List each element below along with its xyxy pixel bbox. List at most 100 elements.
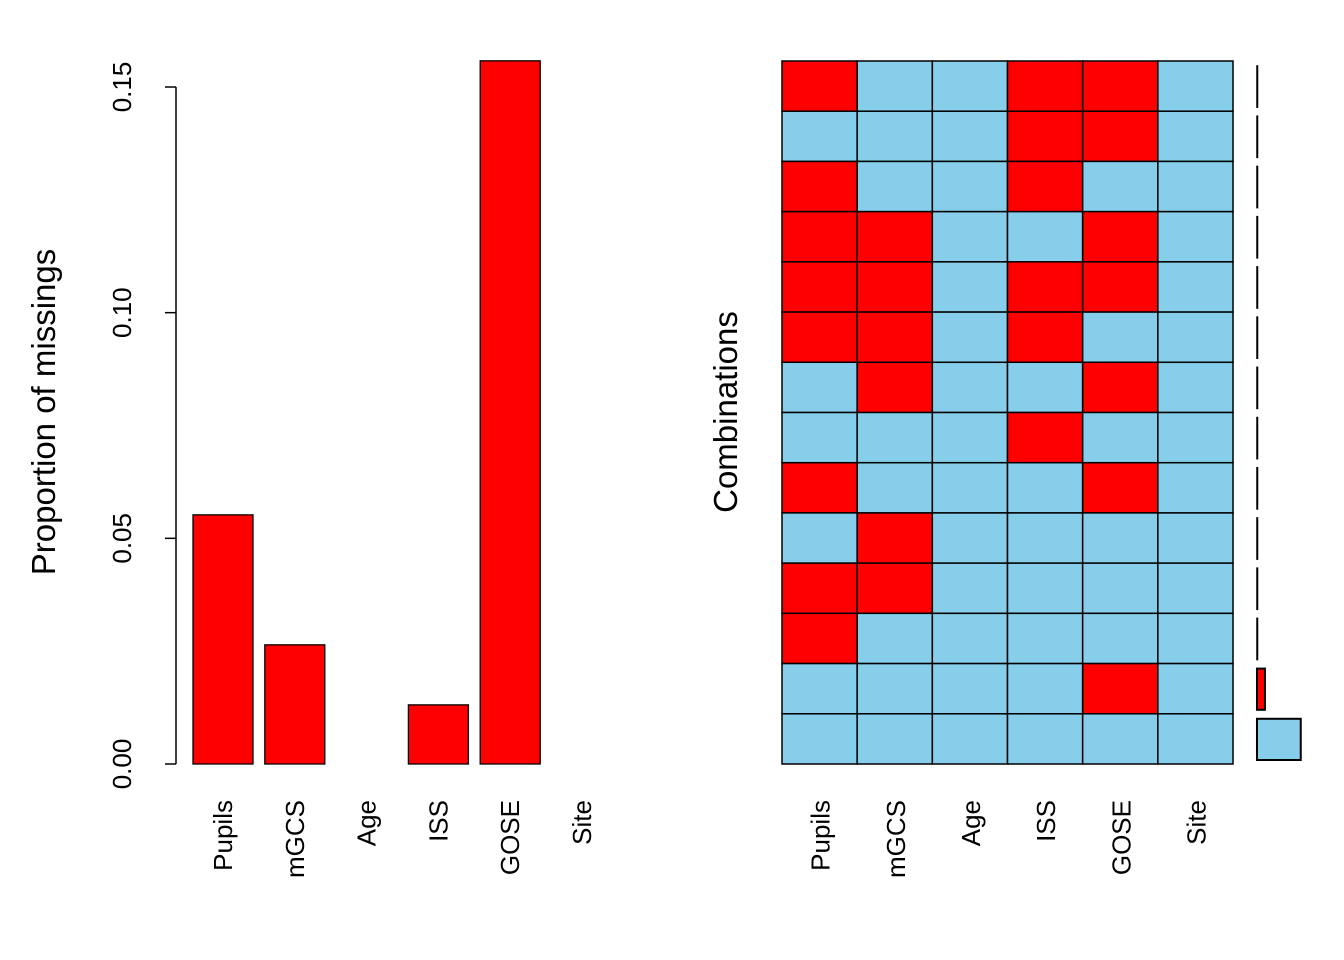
combination-frequency-bar (1256, 366, 1259, 410)
combination-cell (931, 60, 1009, 112)
combination-cell (1006, 562, 1084, 615)
combination-cell (781, 612, 858, 665)
combination-cell (781, 662, 858, 715)
combination-cell (856, 612, 934, 665)
x-tick-label: ISS (423, 800, 453, 842)
combination-cell (781, 60, 858, 112)
combination-cell (1006, 512, 1084, 564)
combination-cell (856, 461, 934, 514)
combination-cell (931, 110, 1009, 163)
combination-frequency-bar (1256, 567, 1259, 611)
combination-cell (931, 361, 1009, 414)
combination-frequency-bar (1256, 466, 1259, 510)
combination-cell (856, 361, 934, 414)
combination-cell (856, 210, 934, 263)
combination-cell (931, 411, 1009, 464)
combination-cell (856, 662, 934, 715)
x-tick-label: Age (352, 800, 382, 846)
combination-cell (1157, 261, 1234, 313)
combination-cell (856, 60, 934, 112)
combination-cell (1006, 662, 1084, 715)
variable-label: GOSE (1106, 800, 1136, 875)
combination-cell (1081, 713, 1159, 765)
combination-cell (1081, 562, 1159, 615)
combination-cell (856, 562, 934, 615)
combination-cell (1081, 60, 1159, 112)
combination-cell (1157, 110, 1234, 163)
combination-cell (856, 713, 934, 765)
combination-cell (856, 110, 934, 163)
bar-mgcs (264, 644, 326, 765)
combination-cell (1006, 160, 1084, 213)
combination-cell (1157, 60, 1234, 112)
combination-cell (781, 311, 858, 364)
combination-cell (931, 160, 1009, 213)
y-axis-label: Proportion of missings (25, 249, 62, 575)
combination-cell (931, 461, 1009, 514)
combination-cell (1006, 261, 1084, 313)
variable-label: mGCS (881, 800, 911, 878)
combination-cell (1006, 361, 1084, 414)
variable-label: Age (956, 800, 986, 846)
x-tick-label: Pupils (208, 800, 238, 871)
combination-cell (781, 461, 858, 514)
combination-cell (856, 311, 934, 364)
y-tick-label: 0.00 (107, 739, 137, 790)
combination-cell (781, 512, 858, 564)
combination-frequency-bar (1256, 215, 1259, 259)
combination-cell (931, 612, 1009, 665)
bar-iss (407, 704, 470, 765)
combination-frequency-bar (1256, 266, 1259, 309)
x-tick-label: mGCS (280, 800, 310, 878)
combination-frequency-bar (1256, 617, 1259, 661)
y-tick-label: 0.15 (107, 62, 137, 113)
combination-cell (1081, 662, 1159, 715)
combination-cell (781, 411, 858, 464)
combination-cell (781, 713, 858, 765)
combination-cell (781, 160, 858, 213)
combination-frequency-bar (1256, 517, 1259, 560)
combination-cell (1081, 512, 1159, 564)
combination-cell (1157, 562, 1234, 615)
combination-cell (1157, 461, 1234, 514)
combination-cell (931, 512, 1009, 564)
combination-frequency-bar (1256, 165, 1259, 209)
x-tick-label: GOSE (495, 800, 525, 875)
combination-cell (1157, 612, 1234, 665)
combination-cell (931, 713, 1009, 765)
combination-cell (856, 261, 934, 313)
variable-label: ISS (1031, 800, 1061, 842)
combination-cell (1157, 311, 1234, 364)
combination-cell (856, 512, 934, 564)
combination-cell (1157, 411, 1234, 464)
combination-cell (1006, 411, 1084, 464)
combination-cell (781, 261, 858, 313)
combination-cell (1157, 160, 1234, 213)
combination-frequency-bar (1256, 65, 1259, 108)
combination-frequency-bar (1256, 667, 1266, 711)
combination-frequency-bar (1256, 416, 1259, 460)
combination-cell (781, 562, 858, 615)
combination-cell (1081, 411, 1159, 464)
combination-cell (1006, 612, 1084, 665)
bar-pupils (192, 514, 254, 765)
missing-proportion-barplot: Proportion of missings 0.00 0.05 0.10 0.15 P… (25, 60, 597, 878)
variable-label: Pupils (806, 800, 836, 871)
combination-cell (1006, 311, 1084, 364)
combination-cell (1081, 612, 1159, 665)
combination-cell (931, 261, 1009, 313)
combination-cell (1157, 713, 1234, 765)
combination-cell (1006, 210, 1084, 263)
combination-cell (1157, 512, 1234, 564)
combination-frequency-bar (1256, 316, 1259, 360)
combination-cell (1081, 261, 1159, 313)
combination-cell (781, 110, 858, 163)
y-tick-label: 0.05 (107, 513, 137, 564)
combination-cell (1006, 713, 1084, 765)
combination-frequency-bar (1256, 115, 1259, 159)
combination-cell (1081, 361, 1159, 414)
combination-cell (1006, 110, 1084, 163)
combination-cell (1081, 110, 1159, 163)
combination-cell (1006, 461, 1084, 514)
